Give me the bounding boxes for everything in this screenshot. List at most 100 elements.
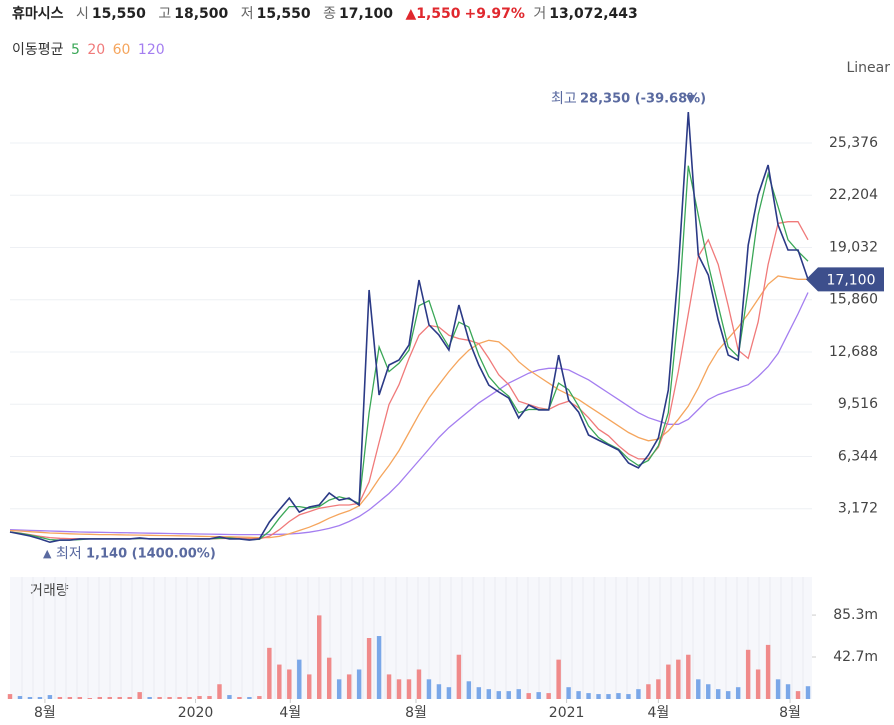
- y-tick-label: 15,860: [829, 292, 878, 308]
- volume-bar: [336, 679, 342, 699]
- volume-bar: [117, 697, 122, 699]
- y-tick-label: 19,032: [829, 239, 878, 255]
- volume-bar: [167, 697, 172, 699]
- volume-bar: [676, 659, 681, 699]
- volume-bar: [217, 684, 222, 699]
- volume-bar: [127, 697, 132, 699]
- x-tick-label: 8월: [405, 705, 427, 721]
- volume-bar: [735, 687, 741, 699]
- volume-bar: [277, 664, 282, 699]
- volume-bar: [446, 687, 452, 699]
- value: 18,500: [174, 6, 229, 22]
- volume-bar: [267, 647, 272, 699]
- y-tick-label: 85.3m: [833, 607, 878, 623]
- y-tick-label: 9,516: [838, 396, 878, 412]
- volume-bar: [47, 695, 53, 699]
- volume-bar: [257, 696, 262, 699]
- volume-bar: [706, 684, 711, 699]
- volume-bar: [476, 687, 482, 699]
- legend-title: 이동평균: [12, 42, 64, 58]
- label: 거: [533, 6, 547, 22]
- change: ▲1,550: [405, 6, 461, 22]
- scale-label: Linear: [846, 60, 890, 76]
- volume-bar: [686, 654, 691, 699]
- label: 종: [323, 6, 336, 22]
- volume-bar: [386, 674, 392, 699]
- volume-bar: [187, 697, 192, 699]
- volume-bar: [606, 694, 611, 699]
- volume-bar: [755, 669, 761, 699]
- volume-bar: [745, 649, 751, 699]
- y-tick-label: 42.7m: [833, 649, 878, 665]
- legend-entry: 120: [137, 42, 165, 58]
- volume-bar: [376, 636, 382, 699]
- y-tick-label: 6,344: [838, 448, 878, 464]
- volume: 13,072,443: [549, 6, 638, 22]
- volume-bar: [37, 697, 43, 699]
- volume-bar: [27, 697, 33, 699]
- volume-bar: [436, 684, 442, 699]
- ma-line: [9, 165, 809, 541]
- ma-line: [9, 275, 808, 539]
- low-marker: ▲: [43, 547, 52, 560]
- value: 15,550: [256, 6, 311, 22]
- y-tick-label: 25,376: [829, 135, 878, 151]
- volume-bar: [716, 689, 721, 699]
- change-pct: +9.97%: [464, 6, 525, 22]
- volume-bar: [765, 644, 771, 699]
- volume-bar: [696, 679, 701, 699]
- volume-bar: [287, 669, 292, 699]
- volume-bar: [416, 669, 422, 699]
- low-text: 1,140 (1400.00%): [86, 547, 216, 562]
- high-marker: ▼: [686, 92, 695, 105]
- header: 휴마시스 시 15,550 고 18,500 저 15,550 종 17,100 ▲1,…: [12, 3, 646, 23]
- volume-bar: [526, 693, 531, 699]
- volume-bar: [77, 697, 83, 699]
- volume-bar: [785, 684, 791, 699]
- volume-bar: [87, 698, 93, 699]
- volume-bar: [725, 691, 731, 699]
- volume-bar: [177, 697, 182, 699]
- legend-entry: 60: [112, 42, 131, 58]
- value: 15,550: [91, 6, 146, 22]
- volume-bar: [506, 691, 511, 699]
- x-tick-label: 2020: [178, 705, 214, 721]
- volume-bar: [426, 679, 432, 699]
- volume-bar: [346, 674, 352, 699]
- volume-bar: [326, 657, 332, 699]
- volume-bar: [516, 689, 521, 699]
- value: 17,100: [339, 6, 394, 22]
- volume-bar: [157, 697, 162, 699]
- ma-line: [9, 221, 809, 540]
- volume-bar: [496, 691, 501, 699]
- volume-bar: [307, 674, 312, 699]
- volume-bar: [596, 694, 601, 699]
- label: 시: [75, 6, 89, 22]
- volume-bar: [566, 687, 571, 699]
- label: 고: [158, 6, 172, 22]
- volume-bar: [456, 654, 462, 699]
- x-tick-label: 8월: [779, 705, 801, 721]
- legend-entry: 5: [70, 42, 80, 58]
- ma-line: [9, 292, 809, 536]
- high-text: 28,350 (-39.68%): [580, 92, 706, 107]
- last-price-label: 17,100: [827, 272, 876, 288]
- volume-bar: [556, 659, 561, 699]
- volume-bar: [546, 693, 551, 699]
- volume-bar: [795, 691, 801, 699]
- volume-bar: [466, 681, 472, 699]
- low-label: 최저: [56, 546, 82, 562]
- volume-bar: [586, 693, 591, 699]
- volume-bar: [147, 697, 152, 699]
- y-tick-label: 22,204: [829, 187, 878, 203]
- volume-bar: [536, 692, 541, 699]
- volume-bar: [67, 697, 73, 699]
- volume-bar: [137, 692, 142, 699]
- x-tick-label: 4월: [279, 705, 301, 721]
- volume-title: 거래량: [30, 583, 69, 599]
- last-price-tag: [806, 267, 884, 292]
- volume-bar: [646, 684, 651, 699]
- y-tick-label: 12,688: [829, 344, 878, 360]
